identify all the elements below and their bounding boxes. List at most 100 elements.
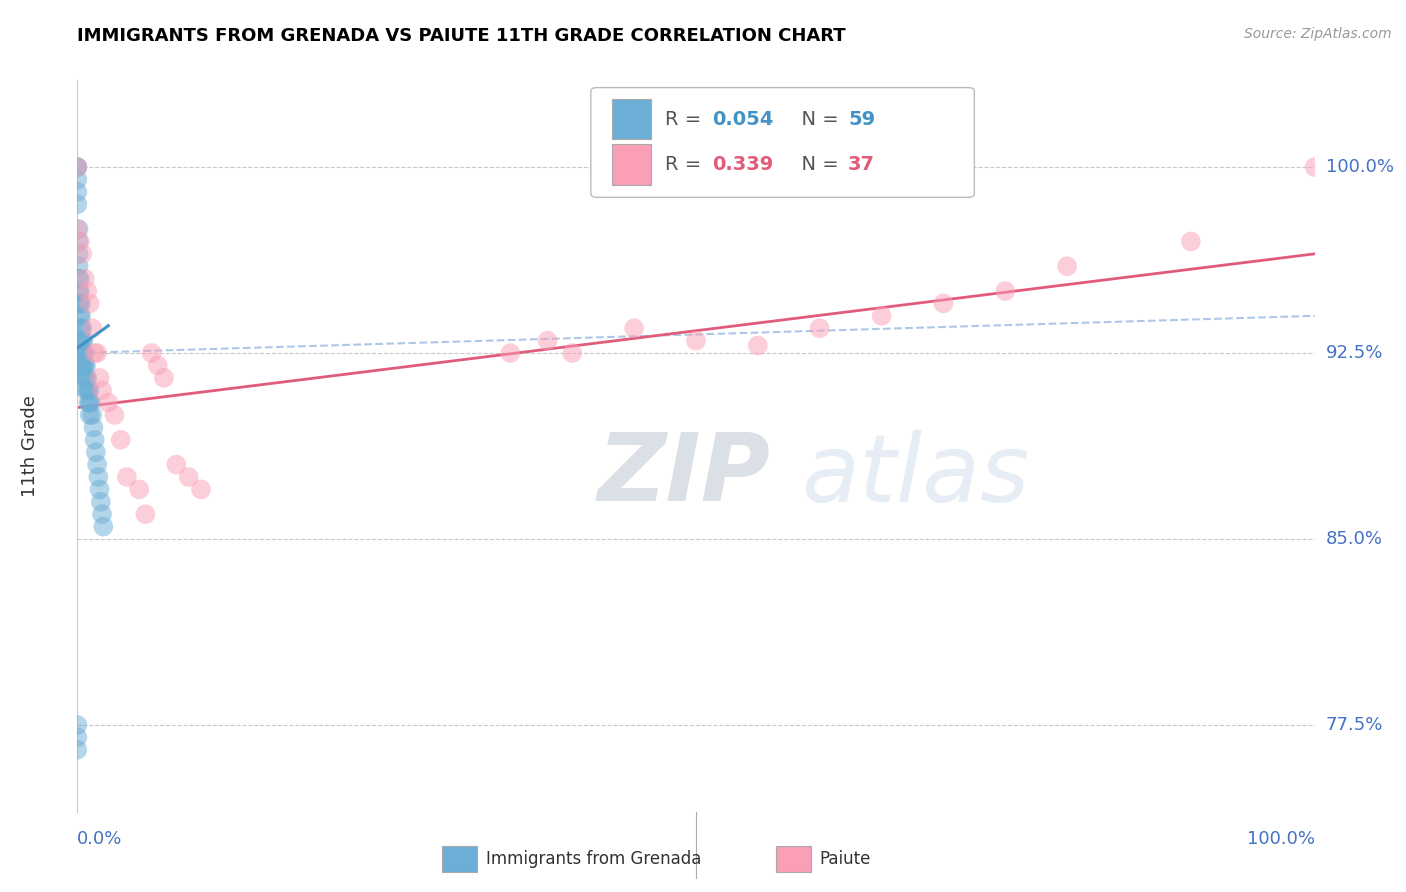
Point	[77, 395, 100, 409]
Point	[67, 271, 90, 285]
Point	[69, 309, 91, 323]
Point	[128, 483, 150, 497]
Point	[97, 395, 120, 409]
Point	[73, 271, 96, 285]
Point	[70, 359, 93, 373]
Point	[66, 718, 89, 732]
Point	[72, 359, 94, 373]
Text: atlas: atlas	[801, 430, 1029, 521]
Point	[79, 408, 101, 422]
Text: Source: ZipAtlas.com: Source: ZipAtlas.com	[1244, 27, 1392, 41]
Point	[66, 731, 89, 745]
Point	[84, 445, 107, 459]
Point	[86, 458, 108, 472]
Point	[66, 185, 89, 199]
Text: Immigrants from Grenada: Immigrants from Grenada	[485, 850, 702, 868]
Point	[66, 160, 89, 174]
Point	[69, 296, 91, 310]
Point	[561, 346, 583, 360]
Point	[110, 433, 132, 447]
Point	[66, 743, 89, 757]
Point	[73, 371, 96, 385]
Point	[66, 197, 89, 211]
Point	[89, 371, 111, 385]
Point	[1180, 235, 1202, 249]
Point	[190, 483, 212, 497]
Point	[1303, 160, 1326, 174]
Point	[808, 321, 831, 335]
Point	[165, 458, 187, 472]
Point	[66, 172, 89, 186]
Text: 0.0%: 0.0%	[77, 830, 122, 848]
Point	[70, 309, 93, 323]
Point	[115, 470, 138, 484]
Point	[623, 321, 645, 335]
Point	[86, 346, 108, 360]
Point	[89, 483, 111, 497]
Text: ZIP: ZIP	[598, 429, 770, 521]
Point	[69, 321, 91, 335]
FancyBboxPatch shape	[612, 145, 651, 185]
Point	[153, 371, 176, 385]
Point	[90, 495, 112, 509]
Point	[91, 519, 114, 533]
Point	[79, 296, 101, 310]
Point	[82, 321, 104, 335]
Point	[67, 259, 90, 273]
Text: N =: N =	[789, 155, 845, 174]
Point	[870, 309, 893, 323]
Point	[747, 338, 769, 352]
Point	[87, 470, 110, 484]
Text: Paiute: Paiute	[820, 850, 872, 868]
Point	[79, 395, 101, 409]
Point	[499, 346, 522, 360]
Point	[72, 321, 94, 335]
Point	[76, 383, 98, 397]
Point	[79, 383, 101, 397]
Point	[73, 346, 96, 360]
Point	[103, 408, 125, 422]
Point	[66, 160, 89, 174]
Text: N =: N =	[789, 110, 845, 128]
Text: 77.5%: 77.5%	[1326, 716, 1384, 734]
Point	[67, 247, 90, 261]
Text: 59: 59	[848, 110, 876, 128]
Point	[536, 334, 558, 348]
Point	[72, 247, 94, 261]
Point	[72, 346, 94, 360]
Point	[146, 359, 169, 373]
Point	[66, 222, 89, 236]
Point	[67, 296, 90, 310]
Text: 92.5%: 92.5%	[1326, 344, 1384, 362]
FancyBboxPatch shape	[776, 847, 811, 872]
Point	[75, 359, 97, 373]
Point	[91, 507, 114, 521]
Point	[72, 346, 94, 360]
Point	[73, 359, 96, 373]
Point	[72, 359, 94, 373]
Point	[91, 383, 114, 397]
Point	[82, 408, 104, 422]
Text: 0.339: 0.339	[711, 155, 773, 174]
Point	[69, 271, 91, 285]
Point	[75, 383, 97, 397]
Point	[72, 334, 94, 348]
Point	[67, 235, 90, 249]
Point	[75, 371, 97, 385]
Point	[70, 321, 93, 335]
Point	[69, 235, 91, 249]
Point	[72, 334, 94, 348]
Point	[72, 371, 94, 385]
Text: 100.0%: 100.0%	[1247, 830, 1315, 848]
Point	[141, 346, 163, 360]
Point	[70, 346, 93, 360]
Text: 85.0%: 85.0%	[1326, 530, 1382, 548]
FancyBboxPatch shape	[443, 847, 477, 872]
Text: IMMIGRANTS FROM GRENADA VS PAIUTE 11TH GRADE CORRELATION CHART: IMMIGRANTS FROM GRENADA VS PAIUTE 11TH G…	[77, 27, 846, 45]
Text: 100.0%: 100.0%	[1326, 158, 1393, 176]
Point	[69, 284, 91, 298]
Point	[67, 222, 90, 236]
Text: 37: 37	[848, 155, 875, 174]
Point	[134, 507, 156, 521]
Point	[67, 284, 90, 298]
